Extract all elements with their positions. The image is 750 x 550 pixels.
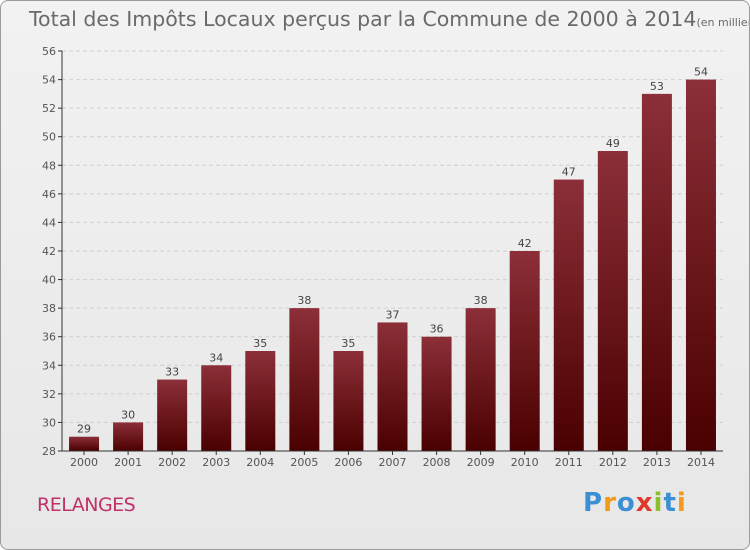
- data-label: 30: [121, 408, 135, 421]
- x-tick-label: 2011: [555, 456, 583, 469]
- y-tick-label: 36: [42, 331, 56, 344]
- y-tick-label: 38: [42, 302, 56, 315]
- logo-letter: t: [663, 488, 677, 518]
- y-tick-label: 44: [42, 216, 56, 229]
- data-label: 33: [165, 366, 179, 379]
- commune-name: RELANGES: [37, 494, 136, 516]
- data-label: 38: [297, 294, 311, 307]
- x-tick-label: 2013: [643, 456, 671, 469]
- bar: [597, 151, 628, 451]
- x-tick-label: 2005: [290, 456, 318, 469]
- y-tick-label: 56: [42, 45, 56, 58]
- y-tick-label: 32: [42, 388, 56, 401]
- bar: [157, 379, 188, 451]
- x-tick-label: 2010: [511, 456, 539, 469]
- y-tick-label: 48: [42, 159, 56, 172]
- chart-title-main: Total des Impôts Locaux perçus par la Co…: [29, 7, 697, 31]
- bar: [289, 308, 320, 451]
- x-tick-label: 2012: [599, 456, 627, 469]
- data-label: 37: [386, 308, 400, 321]
- y-tick-label: 34: [42, 359, 56, 372]
- logo-letter: i: [653, 488, 664, 518]
- bars: [69, 79, 716, 452]
- data-label: 36: [430, 323, 444, 336]
- bar: [421, 336, 452, 451]
- bar: [465, 308, 496, 451]
- y-tick-label: 40: [42, 274, 56, 287]
- data-label: 49: [606, 137, 620, 150]
- chart-title-unit: (en milliers d'€): [696, 16, 749, 29]
- y-tick-label: 42: [42, 245, 56, 258]
- y-tick-label: 50: [42, 131, 56, 144]
- data-label: 35: [341, 337, 355, 350]
- bar: [113, 422, 144, 451]
- x-tick-label: 2014: [687, 456, 715, 469]
- x-tick-label: 2003: [202, 456, 230, 469]
- x-tick-label: 2009: [467, 456, 495, 469]
- logo-letter: o: [616, 488, 636, 518]
- x-tick-label: 2001: [114, 456, 142, 469]
- bar: [509, 251, 540, 451]
- proxiti-logo: Proxiti: [583, 488, 687, 518]
- data-label: 38: [474, 294, 488, 307]
- labels: 28 30 32 34 36 38 40 42 44 46 48 50 52 54 56 29 2000 30 20…: [42, 45, 715, 469]
- x-tick-label: 2007: [379, 456, 407, 469]
- data-label: 47: [562, 166, 576, 179]
- x-tick-label: 2002: [158, 456, 186, 469]
- bar: [641, 93, 672, 451]
- x-tick-label: 2000: [70, 456, 98, 469]
- logo-letter: r: [603, 488, 617, 518]
- logo-letter: i: [676, 488, 687, 518]
- logo-letter: x: [635, 488, 654, 518]
- data-label: 53: [650, 80, 664, 93]
- bar: [245, 351, 276, 451]
- data-label: 34: [209, 351, 223, 364]
- data-label: 29: [77, 423, 91, 436]
- x-tick-label: 2006: [334, 456, 362, 469]
- data-label: 42: [518, 237, 532, 250]
- chart-title: Total des Impôts Locaux perçus par la Co…: [29, 7, 749, 31]
- y-tick-label: 54: [42, 74, 56, 87]
- bar: [69, 436, 100, 451]
- y-tick-label: 30: [42, 416, 56, 429]
- y-tick-label: 28: [42, 445, 56, 458]
- bar: [201, 365, 232, 451]
- bar: [333, 351, 364, 451]
- bar: [377, 322, 408, 451]
- data-label: 54: [694, 66, 708, 79]
- bar: [553, 179, 584, 452]
- bar: [685, 79, 716, 452]
- x-tick-label: 2004: [246, 456, 274, 469]
- y-tick-label: 52: [42, 102, 56, 115]
- data-label: 35: [253, 337, 267, 350]
- logo-letter: P: [583, 488, 604, 518]
- axes: [58, 50, 723, 455]
- x-tick-label: 2008: [423, 456, 451, 469]
- y-tick-label: 46: [42, 188, 56, 201]
